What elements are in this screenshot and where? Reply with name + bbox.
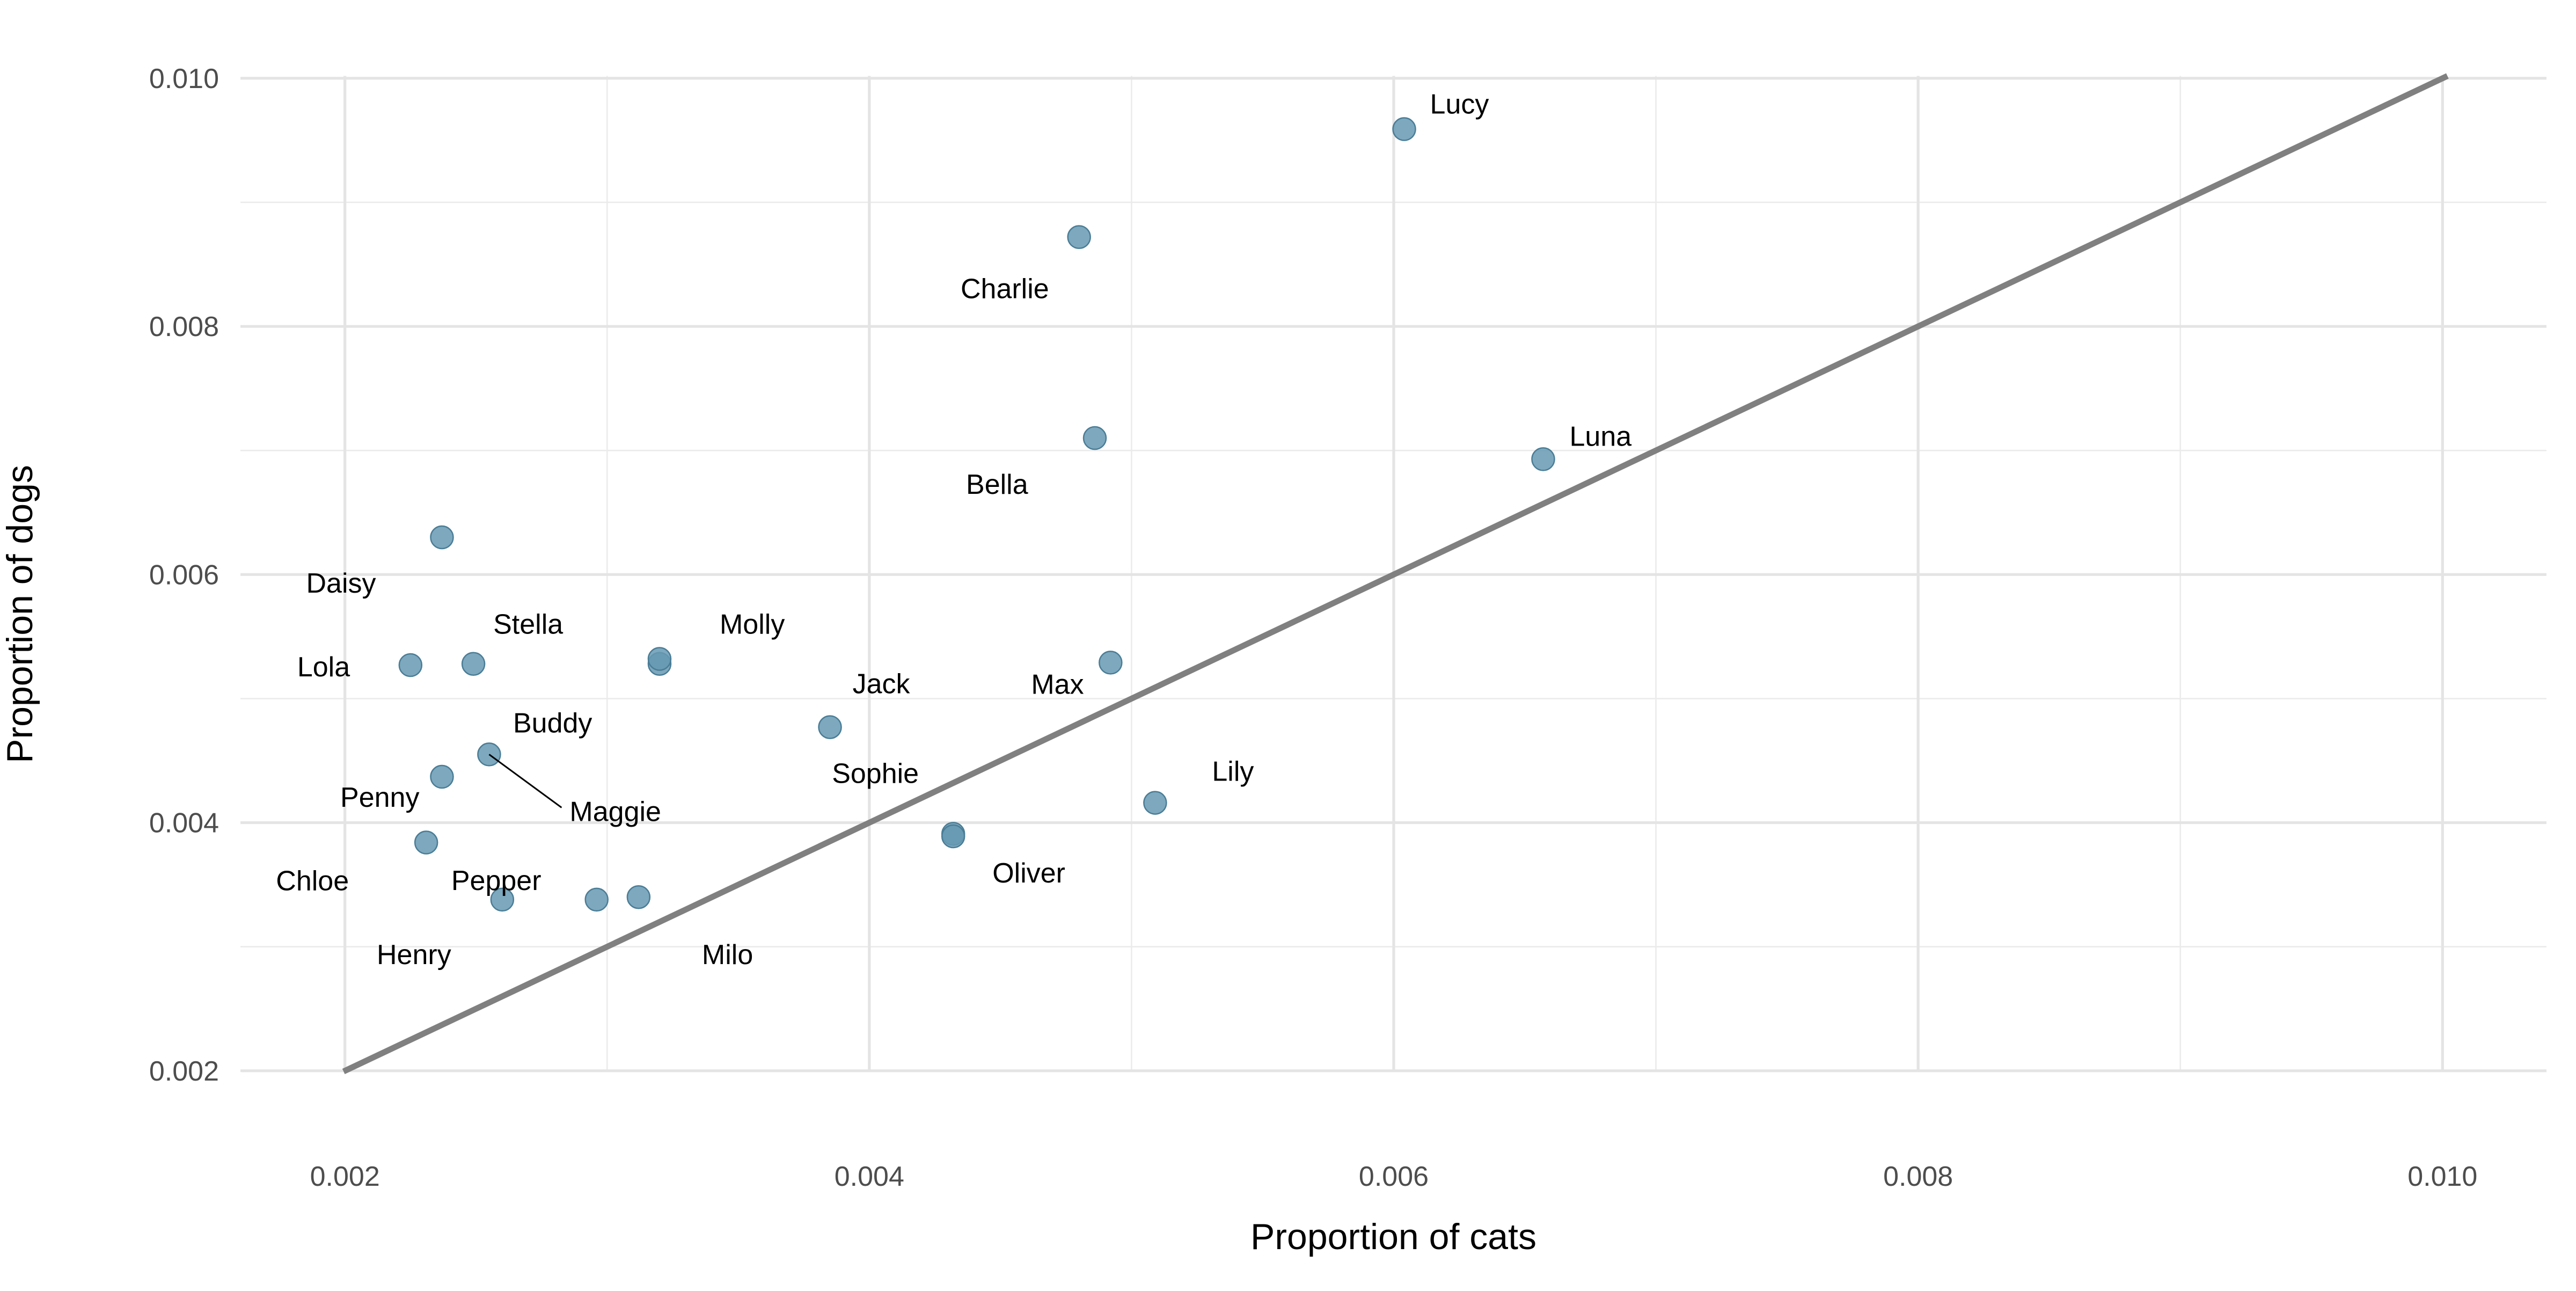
- svg-text:Molly: Molly: [720, 609, 785, 640]
- svg-text:Oliver: Oliver: [992, 858, 1065, 889]
- svg-text:Max: Max: [1031, 669, 1084, 700]
- svg-text:Stella: Stella: [493, 609, 563, 640]
- svg-text:0.010: 0.010: [2407, 1161, 2477, 1192]
- svg-text:Pepper: Pepper: [451, 865, 541, 896]
- svg-text:Buddy: Buddy: [513, 708, 592, 739]
- svg-text:0.006: 0.006: [149, 559, 219, 590]
- svg-text:Daisy: Daisy: [306, 568, 376, 599]
- svg-text:0.002: 0.002: [149, 1056, 219, 1087]
- svg-text:Milo: Milo: [702, 939, 753, 971]
- svg-text:0.008: 0.008: [1883, 1161, 1953, 1192]
- svg-text:Proportion of cats: Proportion of cats: [1250, 1216, 1536, 1257]
- svg-text:Henry: Henry: [377, 939, 451, 971]
- svg-text:Lola: Lola: [297, 652, 350, 683]
- svg-text:0.004: 0.004: [149, 808, 219, 839]
- svg-text:Proportion of dogs: Proportion of dogs: [0, 465, 40, 763]
- svg-text:0.008: 0.008: [149, 311, 219, 342]
- svg-text:Bella: Bella: [966, 469, 1028, 500]
- svg-text:Lucy: Lucy: [1430, 89, 1489, 120]
- svg-text:Chloe: Chloe: [276, 866, 349, 897]
- svg-text:0.002: 0.002: [310, 1161, 380, 1192]
- svg-text:Lily: Lily: [1212, 756, 1254, 787]
- svg-text:0.006: 0.006: [1359, 1161, 1429, 1192]
- svg-text:Sophie: Sophie: [832, 758, 919, 789]
- svg-text:Maggie: Maggie: [569, 796, 661, 827]
- svg-text:Jack: Jack: [853, 669, 911, 700]
- svg-text:0.004: 0.004: [835, 1161, 904, 1192]
- svg-text:Luna: Luna: [1569, 421, 1631, 452]
- svg-text:0.010: 0.010: [149, 63, 219, 94]
- svg-text:Penny: Penny: [340, 782, 419, 813]
- svg-text:Charlie: Charlie: [961, 274, 1049, 305]
